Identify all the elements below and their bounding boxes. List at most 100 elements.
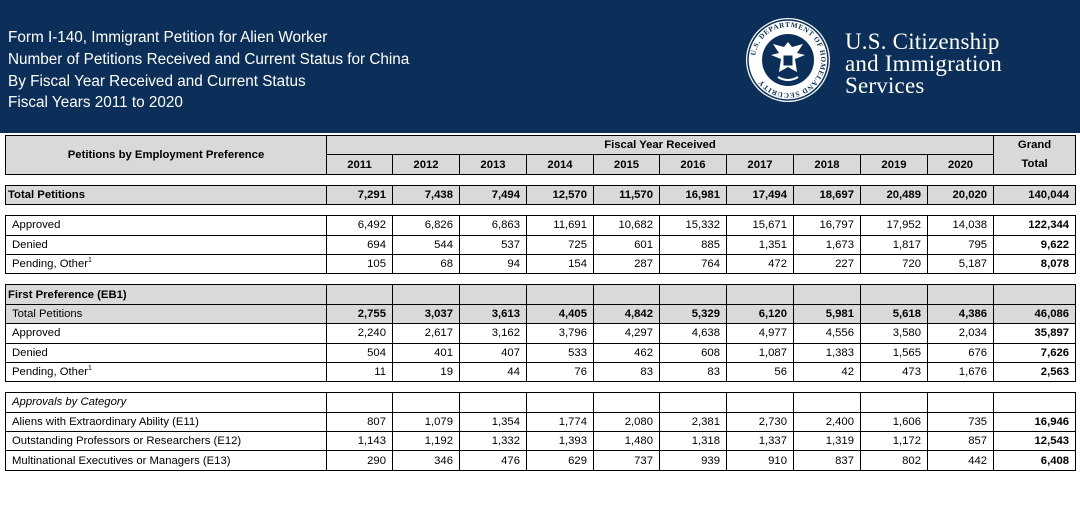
cell-value: 737 <box>593 450 660 471</box>
cell-value: 15,671 <box>726 215 794 236</box>
cell-value: 2,400 <box>793 411 861 433</box>
category-header-row: Approvals by Category <box>5 392 1077 413</box>
year-header: 2017 <box>726 154 794 175</box>
cell-value: 1,172 <box>860 431 928 452</box>
row-label-text: Pending, Other <box>12 258 88 271</box>
cell-value: 105 <box>326 253 393 275</box>
footnote-marker: 1 <box>88 365 92 373</box>
section-header-row: First Preference (EB1) <box>5 284 1077 305</box>
cell-value: 1,351 <box>726 234 794 255</box>
cell-value: 1,673 <box>793 234 861 255</box>
cell-value: 83 <box>593 361 660 383</box>
cell-value: 764 <box>659 253 727 275</box>
cell-value: 442 <box>926 450 995 471</box>
cell-value: 1,676 <box>926 361 995 383</box>
cell-value: 76 <box>526 361 594 383</box>
cell-value: 2,080 <box>593 411 660 433</box>
cell-value: 3,580 <box>860 323 928 344</box>
cell-value: 7,494 <box>459 184 527 206</box>
cell-value: 735 <box>926 411 995 433</box>
cell-value: 1,383 <box>793 342 861 363</box>
cell-value: 16,797 <box>793 215 861 236</box>
table-row: Total Petitions 2,755 3,037 3,613 4,405 … <box>5 303 1077 325</box>
cell-value: 2,617 <box>392 323 460 344</box>
petitions-table: Petitions by Employment Preference Fisca… <box>5 134 1077 471</box>
cell-value: 5,618 <box>860 303 928 325</box>
year-header: 2011 <box>326 154 393 175</box>
cell-value: 504 <box>326 342 393 363</box>
grand-total-cell: 8,078 <box>993 253 1077 275</box>
cell-value: 11,691 <box>526 215 594 236</box>
table-row: Denied 694 544 537 725 601 885 1,351 1,6… <box>5 234 1077 255</box>
cell-value: 18,697 <box>793 184 861 206</box>
row-label-text: Pending, Other <box>12 366 88 379</box>
cell-value: 3,162 <box>459 323 527 344</box>
spacer-row <box>5 204 1076 217</box>
cell-value: 20,489 <box>860 184 928 206</box>
cell-value: 154 <box>526 253 594 275</box>
cell-value: 68 <box>392 253 460 275</box>
report-banner: Form I-140, Immigrant Petition for Alien… <box>0 0 1080 133</box>
report-title-block: Form I-140, Immigrant Petition for Alien… <box>8 27 409 114</box>
cell-value: 4,842 <box>593 303 660 325</box>
cell-value: 694 <box>326 234 393 255</box>
cell-value: 462 <box>593 342 660 363</box>
agency-name: U.S. Citizenship and Immigration Service… <box>845 29 1002 97</box>
table-header-row-2: 2011 2012 2013 2014 2015 2016 2017 2018 … <box>6 154 1077 175</box>
grand-total-cell: 12,543 <box>993 431 1077 452</box>
cell-value: 401 <box>392 342 460 363</box>
cell-value: 802 <box>860 450 928 471</box>
year-header: 2015 <box>593 154 660 175</box>
row-label: Total Petitions <box>5 303 327 325</box>
row-header-label: Petitions by Employment Preference <box>5 135 327 175</box>
cell-value: 94 <box>459 253 527 275</box>
cell-value: 5,981 <box>793 303 861 325</box>
cell-value: 629 <box>526 450 594 471</box>
row-label: Denied <box>5 234 327 255</box>
cell-value: 601 <box>593 234 660 255</box>
row-label: Approved <box>5 215 327 236</box>
cell-value: 608 <box>659 342 727 363</box>
cell-value: 4,556 <box>793 323 861 344</box>
cell-value: 6,863 <box>459 215 527 236</box>
grand-total-cell: 140,044 <box>993 184 1077 206</box>
year-header: 2012 <box>392 154 460 175</box>
cell-value: 476 <box>459 450 527 471</box>
year-header: 2018 <box>793 154 861 175</box>
cell-value: 19 <box>392 361 460 383</box>
agency-line-1: U.S. Citizenship <box>845 29 1000 54</box>
report-subtitle: Number of Petitions Received and Current… <box>8 50 410 68</box>
cell-value: 2,755 <box>326 303 393 325</box>
grand-total-cell: 7,626 <box>993 342 1077 363</box>
cell-value: 10,682 <box>593 215 660 236</box>
cell-value: 795 <box>926 234 995 255</box>
cell-value: 1,565 <box>860 342 928 363</box>
cell-value: 15,332 <box>659 215 727 236</box>
cell-value: 6,492 <box>326 215 393 236</box>
cell-value: 1,319 <box>793 431 861 452</box>
cell-value: 14,038 <box>926 215 995 236</box>
report-period: Fiscal Years 2011 to 2020 <box>8 94 183 112</box>
year-header: 2014 <box>526 154 594 175</box>
grand-total-cell: 9,622 <box>993 234 1077 255</box>
row-label: Denied <box>5 342 327 363</box>
cell-value: 4,405 <box>526 303 594 325</box>
cell-value: 12,570 <box>526 184 594 206</box>
row-label: Outstanding Professors or Researchers (E… <box>5 431 327 452</box>
cell-value: 2,240 <box>326 323 393 344</box>
table-row: Outstanding Professors or Researchers (E… <box>5 431 1077 452</box>
cell-value: 287 <box>593 253 660 275</box>
cell-value: 1,087 <box>726 342 794 363</box>
cell-value: 676 <box>926 342 995 363</box>
grand-total-cell: 2,563 <box>993 361 1077 383</box>
table-header-row-1: Petitions by Employment Preference Fisca… <box>5 134 1077 175</box>
spacer-row <box>5 273 1076 286</box>
year-header: 2019 <box>860 154 928 175</box>
spacer-row <box>5 173 1076 186</box>
agency-line-2: and Immigration <box>845 51 1002 76</box>
cell-value: 7,291 <box>326 184 393 206</box>
cell-value: 2,730 <box>726 411 794 433</box>
cell-value: 5,187 <box>926 253 995 275</box>
cell-value: 16,981 <box>659 184 727 206</box>
cell-value: 1,817 <box>860 234 928 255</box>
